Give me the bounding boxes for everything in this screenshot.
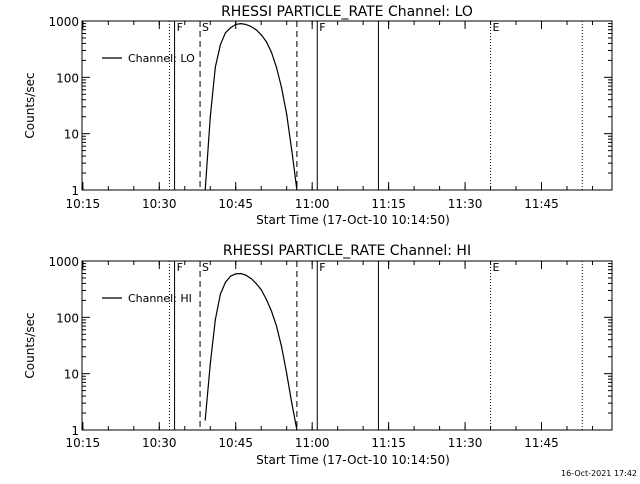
x-tick-label: 10:15 (66, 436, 101, 450)
data-point (255, 29, 257, 31)
data-point (255, 282, 257, 285)
x-tick-label: 10:45 (218, 197, 253, 211)
data-point (265, 41, 267, 43)
data-point (280, 346, 283, 348)
data-point (240, 22, 242, 25)
data-point (230, 275, 232, 277)
data-point (204, 419, 206, 421)
event-marker-label: F (177, 21, 183, 34)
plot-frame (81, 20, 613, 191)
data-point (204, 189, 206, 191)
x-tick-label: 11:30 (448, 436, 483, 450)
y-tick-label: 100 (56, 311, 79, 325)
y-tick-label: 100 (56, 71, 79, 85)
data-point (224, 281, 227, 283)
data-point (286, 373, 288, 375)
chart-title: RHESSI PARTICLE_RATE Channel: HI (223, 243, 471, 259)
plot-frame (81, 260, 613, 431)
event-marker-label: S (202, 261, 209, 274)
y-tick-label: 10 (64, 368, 79, 382)
data-point (296, 429, 298, 431)
x-tick-label: 11:15 (371, 436, 406, 450)
event-marker-label: F (319, 21, 325, 34)
data-point (214, 66, 216, 69)
x-tick-label: 11:45 (524, 197, 559, 211)
panel-lo: RHESSI PARTICLE_RATE Channel: LO 10:15 10:… (23, 4, 613, 227)
data-point (235, 273, 237, 275)
y-tick-label: 1000 (48, 15, 79, 29)
event-marker-label: F (319, 261, 325, 274)
x-tick-label: 11:15 (371, 197, 406, 211)
y-tick-label: 1000 (48, 255, 79, 269)
legend-label: Channel: LO (128, 52, 195, 65)
data-point (209, 116, 211, 118)
x-tick-label: 11:30 (448, 197, 483, 211)
data-point (260, 34, 262, 36)
data-point (219, 44, 222, 46)
x-tick-label: 10:45 (218, 436, 253, 450)
data-point (245, 23, 247, 26)
data-point (286, 113, 288, 115)
data-point (291, 402, 293, 404)
data-point (250, 25, 252, 28)
data-point (275, 325, 278, 327)
data-point (275, 66, 278, 69)
data-point (280, 87, 283, 89)
x-tick-label: 11:00 (295, 436, 330, 450)
data-point (270, 310, 273, 312)
data-point (260, 289, 262, 291)
x-tick-label: 10:30 (142, 436, 177, 450)
y-tick-label: 1 (71, 424, 79, 438)
legend-label: Channel: HI (128, 292, 192, 305)
y-axis-label: Counts/sec (23, 72, 37, 138)
data-point (270, 51, 273, 53)
data-point (230, 27, 232, 29)
chart-title: RHESSI PARTICLE_RATE Channel: LO (221, 4, 473, 20)
y-tick-label: 1 (71, 184, 79, 198)
data-point (296, 189, 298, 191)
data-point (265, 298, 267, 300)
panel-hi: RHESSI PARTICLE_RATE Channel: HI 10:15 10:… (23, 243, 613, 467)
event-marker-label: E (493, 261, 500, 274)
event-marker-label: F (177, 261, 183, 274)
x-axis-label: Start Time (17-Oct-10 10:14:50) (256, 453, 450, 467)
y-axis-label: Counts/sec (23, 312, 37, 378)
data-point (250, 277, 252, 280)
data-point (219, 293, 222, 295)
y-tick-label: 10 (64, 128, 79, 142)
x-tick-label: 11:00 (295, 197, 330, 211)
data-point (224, 32, 227, 34)
data-point (245, 274, 247, 276)
footer-timestamp: 16-Oct-2021 17:42 (561, 469, 637, 478)
x-tick-label: 10:15 (66, 197, 101, 211)
x-tick-label: 10:30 (142, 197, 177, 211)
event-marker-label: E (493, 21, 500, 34)
x-axis-label: Start Time (17-Oct-10 10:14:50) (256, 213, 450, 227)
data-point (235, 23, 237, 26)
data-point (214, 319, 216, 321)
x-tick-label: 11:45 (524, 436, 559, 450)
event-marker-label: S (202, 21, 209, 34)
data-point (291, 150, 293, 152)
data-point (240, 272, 242, 275)
data-point (209, 363, 211, 365)
